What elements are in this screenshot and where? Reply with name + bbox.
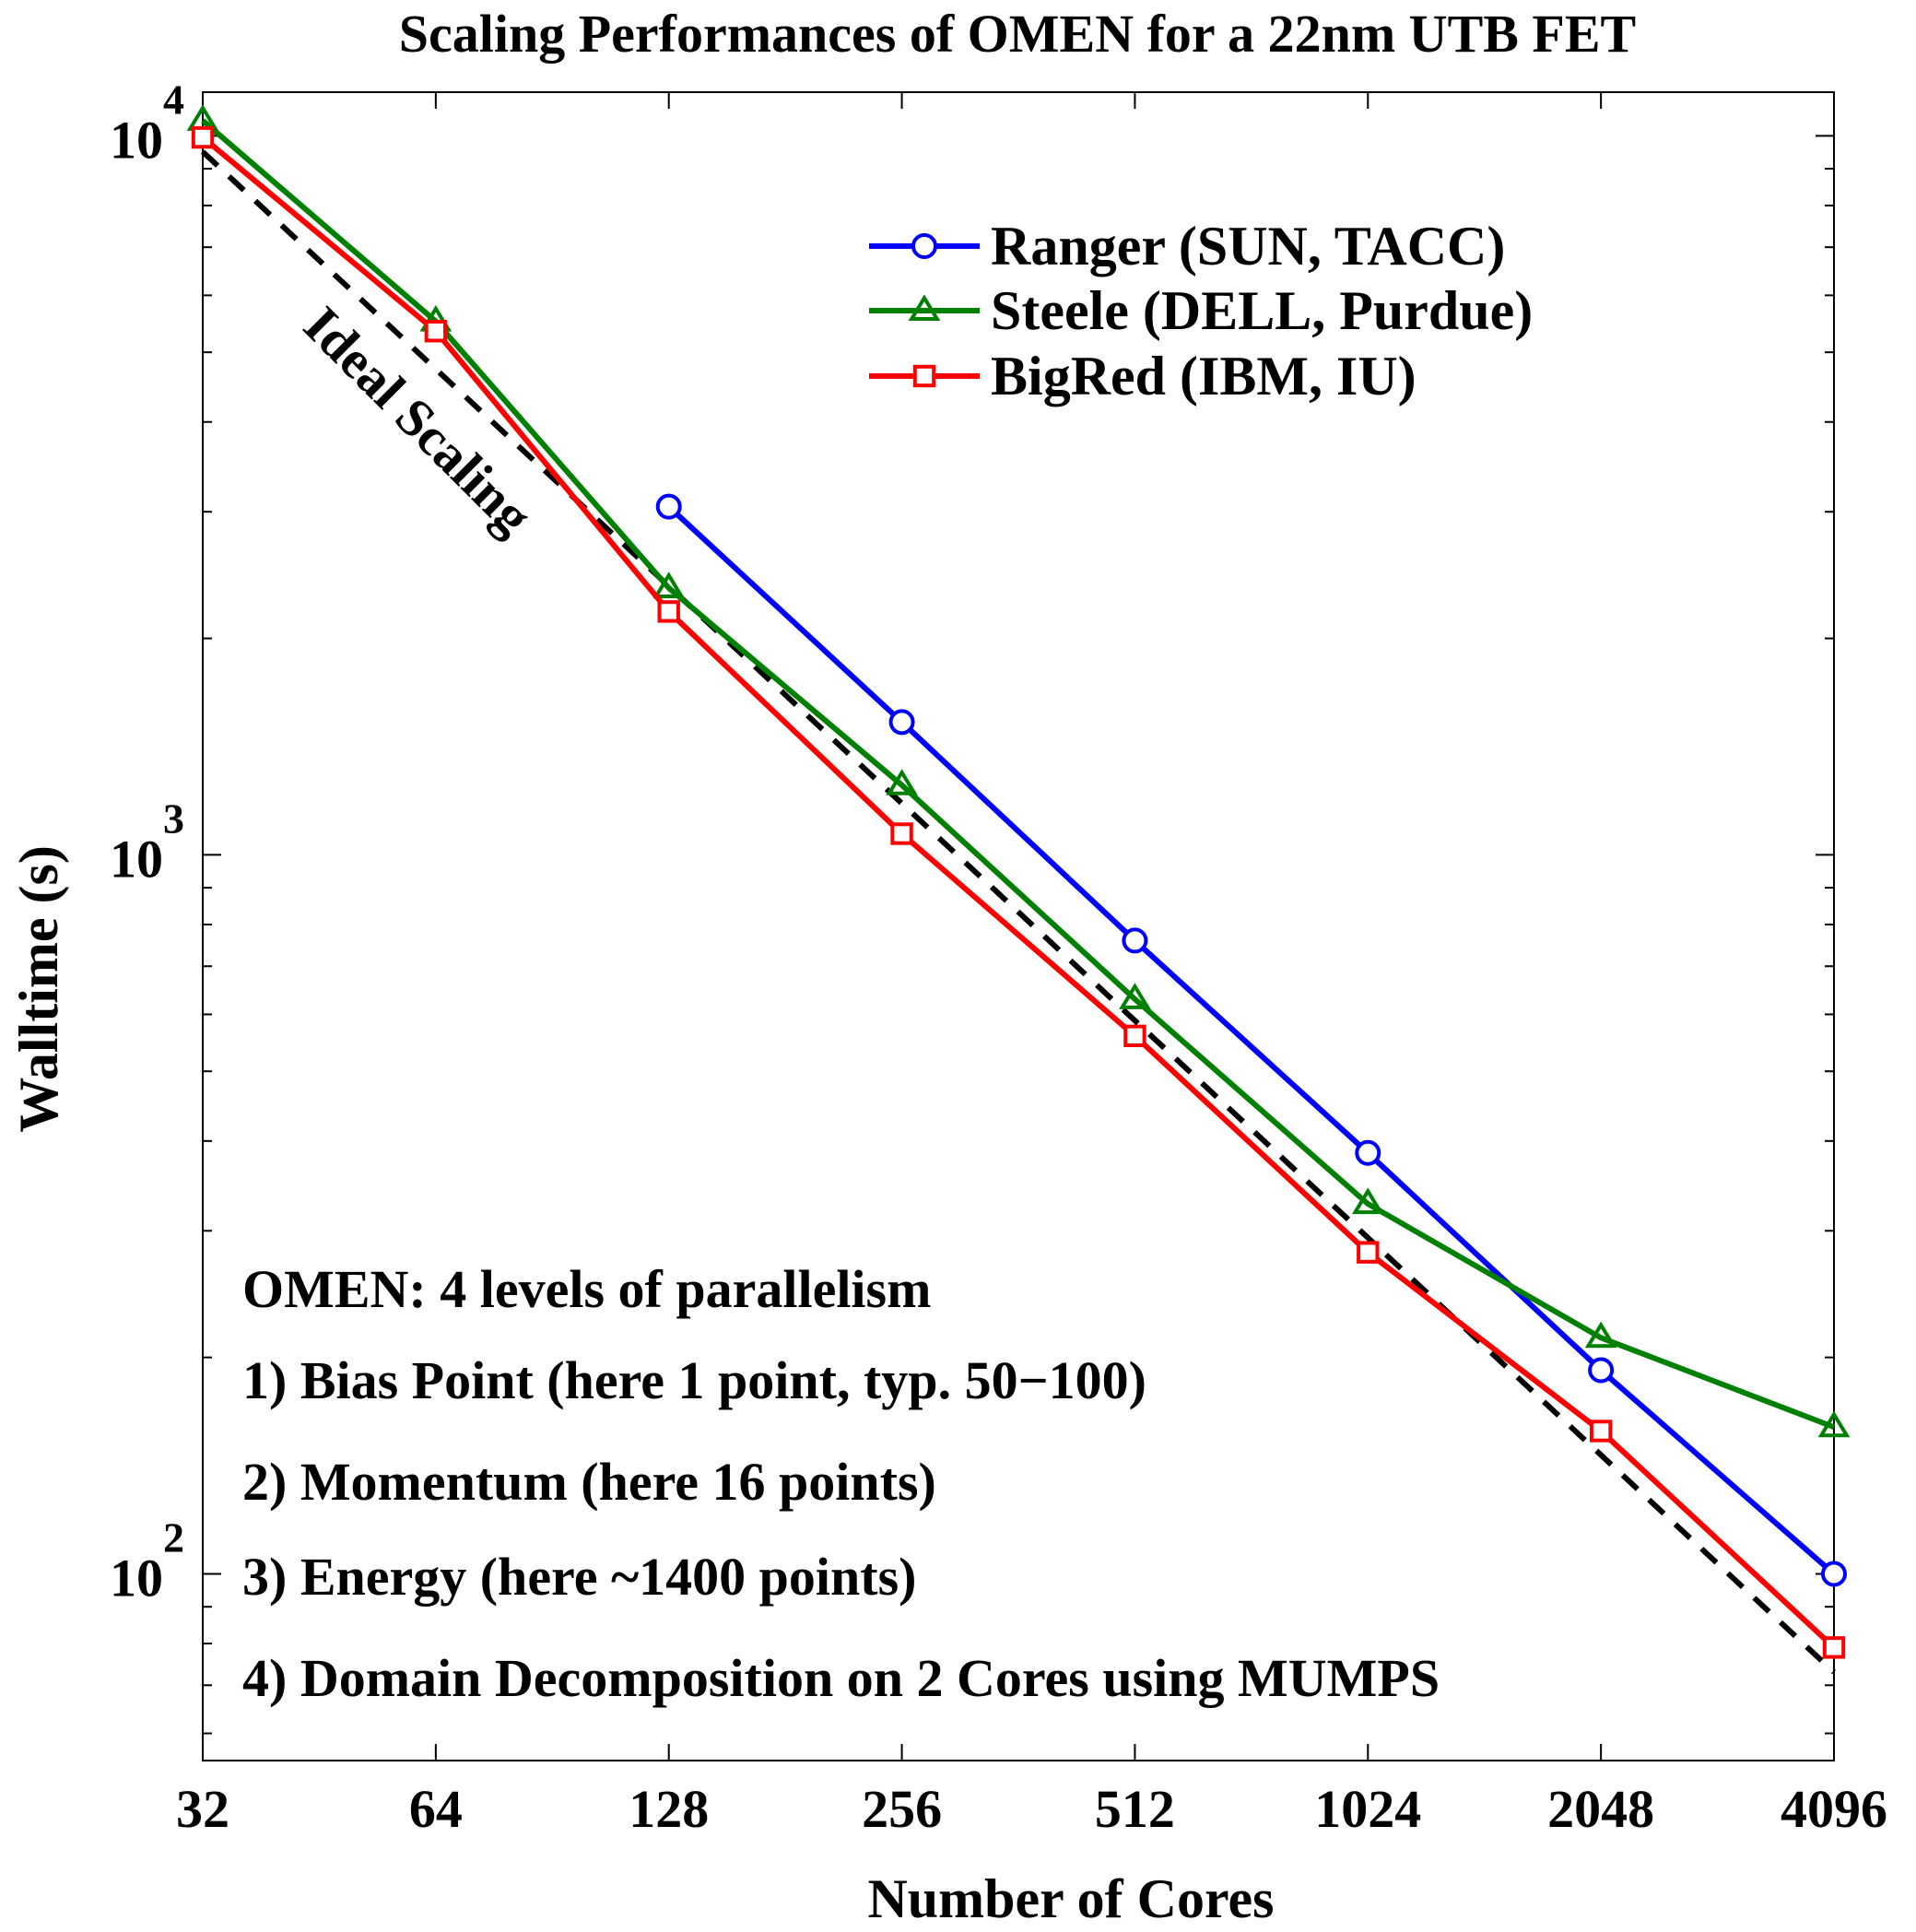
legend-entry: BigRed (IBM, IU) (869, 346, 1416, 406)
data-point-square (657, 600, 680, 623)
data-point-circle (1122, 927, 1148, 954)
series-line (201, 135, 1837, 1650)
x-axis-label: Number of Cores (867, 1868, 1274, 1929)
y-tick-label-exponent: 2 (163, 1514, 184, 1561)
legend: Ranger (SUN, TACC)Steele (DELL, Purdue)B… (869, 216, 1533, 406)
data-point-circle (1588, 1357, 1615, 1384)
data-point-square (1357, 1241, 1380, 1264)
parallelism-note: 3) Energy (here ~1400 points) (242, 1547, 917, 1607)
data-point-circle (1821, 1561, 1847, 1587)
data-point-square (1822, 1636, 1846, 1659)
data-point-triangle (652, 571, 686, 598)
data-point-square (1589, 1420, 1613, 1443)
series-2 (191, 125, 1846, 1659)
y-tick-label-base: 10 (110, 829, 163, 889)
x-tick-label: 1024 (1314, 1779, 1421, 1839)
data-point-triangle (886, 769, 918, 795)
data-point-square (191, 125, 215, 149)
series-0 (655, 493, 1847, 1587)
parallelism-note: 2) Momentum (here 16 points) (242, 1452, 936, 1512)
data-point-circle (655, 493, 682, 520)
x-tick-label: 4096 (1781, 1779, 1887, 1839)
data-point-circle (1355, 1139, 1381, 1166)
y-tick-label-base: 10 (110, 110, 163, 170)
chart-title: Scaling Performances of OMEN for a 22nm … (399, 4, 1636, 64)
parallelism-note: 1) Bias Point (here 1 point, typ. 50−100… (242, 1350, 1146, 1410)
legend-entry: Ranger (SUN, TACC) (869, 216, 1505, 277)
ideal-scaling-dashed-line (200, 149, 1837, 1675)
parallelism-note: OMEN: 4 levels of parallelism (242, 1259, 931, 1319)
series-line (666, 504, 1836, 1576)
y-axis-label: Walltime (s) (8, 845, 69, 1133)
ideal-scaling-label: Ideal Scaling (292, 295, 544, 547)
data-point-circle (888, 709, 915, 736)
data-point-square (424, 320, 448, 343)
data-point-triangle (1817, 1410, 1851, 1438)
data-point-square (890, 822, 913, 845)
legend-label: Ranger (SUN, TACC) (991, 216, 1505, 277)
ideal-scaling-line (200, 149, 1837, 1675)
data-point-triangle (908, 294, 941, 321)
x-tick-label: 128 (629, 1779, 709, 1839)
legend-label: Steele (DELL, Purdue) (991, 280, 1533, 341)
series-group (186, 104, 1851, 1659)
x-tick-label: 32 (176, 1779, 229, 1839)
annotations: Ideal Scaling OMEN: 4 levels of paralleli… (242, 295, 1440, 1708)
data-point-square (1123, 1024, 1146, 1048)
plot-frame (202, 91, 1835, 1761)
x-tick-label: 512 (1095, 1779, 1175, 1839)
y-tick-label-exponent: 4 (163, 76, 184, 123)
y-tick-label-base: 10 (110, 1548, 163, 1608)
data-point-circle (911, 233, 937, 259)
data-point-triangle (1584, 1321, 1617, 1349)
data-point-square (912, 364, 936, 388)
legend-label: BigRed (IBM, IU) (991, 346, 1416, 406)
data-point-triangle (1119, 983, 1151, 1009)
legend-entry: Steele (DELL, Purdue) (869, 280, 1533, 341)
series-line (201, 118, 1836, 1431)
parallelism-note: 4) Domain Decomposition on 2 Cores using… (242, 1648, 1440, 1708)
x-tick-label: 64 (409, 1779, 463, 1839)
x-tick-label: 256 (862, 1779, 942, 1839)
x-tick-label: 2048 (1547, 1779, 1654, 1839)
y-tick-label-exponent: 3 (163, 795, 184, 842)
data-point-triangle (1351, 1187, 1384, 1215)
